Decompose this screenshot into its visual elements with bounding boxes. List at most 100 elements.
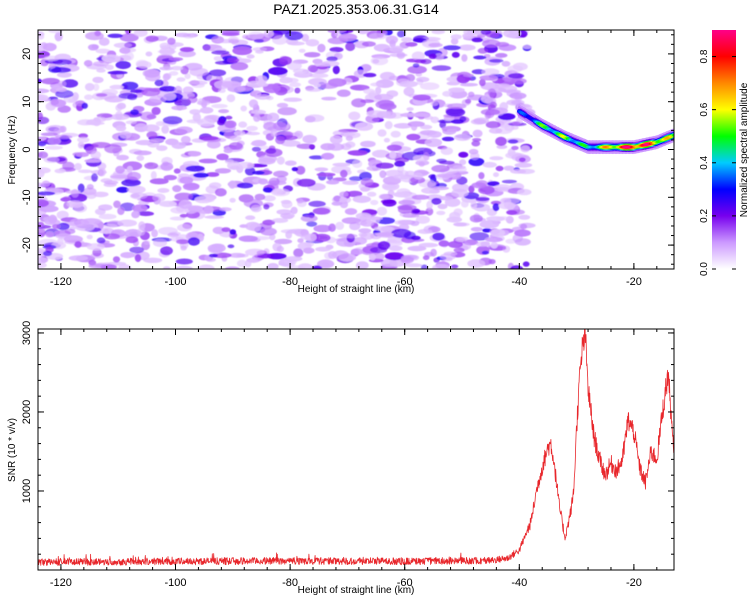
- spectrogram-cell: [146, 114, 157, 120]
- spectrogram-cell: [38, 191, 56, 196]
- figure-title: PAZ1.2025.353.06.31.G14: [273, 1, 439, 17]
- x-tick-label: -40: [511, 276, 527, 288]
- spectrogram-cell: [372, 149, 390, 158]
- spectrogram-cell: [405, 42, 418, 47]
- spectrogram-cell: [253, 39, 264, 43]
- spectrogram-cell: [147, 126, 158, 132]
- spectrogram-cell: [206, 172, 220, 177]
- spectrogram-cell: [271, 188, 290, 197]
- snr-x-axis-label: Height of straight line (km): [298, 585, 415, 596]
- spectrogram-cell: [450, 38, 459, 45]
- spectrogram-cell: [69, 218, 85, 227]
- spectrogram-cell: [146, 140, 160, 148]
- spectrogram-cell: [65, 190, 81, 194]
- spectrogram-cell: [187, 96, 198, 104]
- spectrogram-cell: [170, 66, 183, 71]
- spectrogram-cell: [432, 264, 450, 269]
- spectrogram-cell: [431, 164, 450, 173]
- spectrogram-cell: [405, 263, 423, 268]
- spectrogram-cell: [66, 200, 84, 208]
- spectrogram-cell: [352, 159, 363, 168]
- spectrogram-cell: [139, 141, 151, 145]
- spectrogram-cell: [87, 44, 99, 51]
- spectrogram-cell: [451, 51, 460, 58]
- spectrogram-cell: [162, 116, 183, 125]
- spectrogram-cell: [442, 90, 453, 97]
- spectrogram-cell: [159, 200, 177, 207]
- spectrogram-cell: [384, 252, 405, 261]
- spectrogram-cell: [225, 115, 233, 120]
- spectrogram-cell: [252, 170, 265, 175]
- spectrogram-cell: [302, 134, 318, 144]
- spectrogram-cell: [130, 192, 148, 200]
- spectrogram-cell: [264, 148, 283, 158]
- spectrogram-cell: [410, 220, 420, 226]
- spectrogram-cell: [511, 145, 519, 151]
- spectrogram-cell: [263, 195, 276, 202]
- spectrogram-cell: [368, 32, 389, 40]
- spectrogram-cell: [428, 53, 437, 59]
- spectrogram-cell: [520, 223, 528, 230]
- spectrogram-cell: [160, 246, 173, 256]
- spectrogram-cell: [263, 203, 270, 210]
- spectrogram-cell: [216, 153, 229, 161]
- spectrogram-cell: [227, 36, 240, 44]
- spectrogram-cell: [137, 227, 146, 236]
- spectrogram-cell: [518, 214, 531, 220]
- spectrogram-cell: [360, 186, 370, 192]
- spectrogram-cell: [203, 205, 214, 214]
- spectrogram-cell: [389, 53, 408, 57]
- snr-series-line: [38, 329, 674, 566]
- spectrogram-cell: [437, 203, 448, 210]
- spectrogram-cell: [38, 112, 43, 121]
- spectrogram-cell: [342, 180, 359, 185]
- spectrogram-cell: [308, 78, 327, 86]
- spectrogram-cell: [512, 62, 528, 71]
- spectrogram-noise-field: [38, 30, 536, 269]
- spectrogram-cell: [377, 241, 391, 250]
- spectrogram-cell: [121, 179, 141, 187]
- spectrogram-cell: [446, 216, 463, 223]
- spectrogram-cell: [229, 229, 237, 235]
- x-tick-label: -20: [626, 276, 642, 288]
- spectrogram-ridge-cell: [671, 133, 674, 137]
- spectrogram-cell: [119, 131, 132, 139]
- spectrogram-cell: [90, 150, 102, 160]
- spectrogram-cell: [281, 140, 301, 147]
- spectrogram-cell: [459, 159, 467, 166]
- spectrogram-cell: [136, 60, 152, 69]
- spectrogram-cell: [59, 125, 67, 133]
- spectrogram-cell: [187, 237, 200, 246]
- spectrogram-cell: [448, 87, 465, 93]
- spectrogram-cell: [43, 156, 60, 163]
- spectrogram-cell: [48, 30, 63, 34]
- spectrogram-cell: [219, 207, 232, 212]
- spectrogram-cell: [472, 129, 483, 138]
- spectrogram-cell: [308, 200, 326, 207]
- spectrogram-cell: [373, 43, 391, 52]
- spectrogram-cell: [306, 221, 318, 227]
- spectrogram-cell: [130, 89, 145, 94]
- spectrogram-cell: [119, 47, 131, 54]
- spectrogram-cell: [400, 256, 414, 264]
- spectrogram-cell: [211, 50, 230, 55]
- spectrogram-cell: [335, 221, 345, 230]
- spectrogram-cell: [461, 54, 468, 62]
- spectrogram-cell: [143, 240, 150, 245]
- spectrogram-cell: [197, 118, 215, 127]
- spectrogram-cell: [283, 97, 302, 102]
- spectrogram-cell: [86, 243, 105, 251]
- spectrogram-cell: [272, 242, 282, 252]
- spectrogram-cell: [358, 228, 372, 234]
- spectrogram-cell: [468, 185, 475, 193]
- spectrogram-cell: [92, 83, 100, 92]
- spectrogram-cell: [228, 252, 246, 258]
- spectrogram-cell: [488, 259, 496, 265]
- spectrogram-cell: [246, 125, 258, 132]
- spectrogram-cell: [507, 73, 525, 79]
- y-tick-label: -10: [21, 189, 33, 205]
- spectrogram-cell: [178, 50, 196, 58]
- spectrogram-cell: [116, 186, 129, 193]
- spectrogram-cell: [413, 154, 430, 162]
- spectrogram-cell: [312, 265, 323, 269]
